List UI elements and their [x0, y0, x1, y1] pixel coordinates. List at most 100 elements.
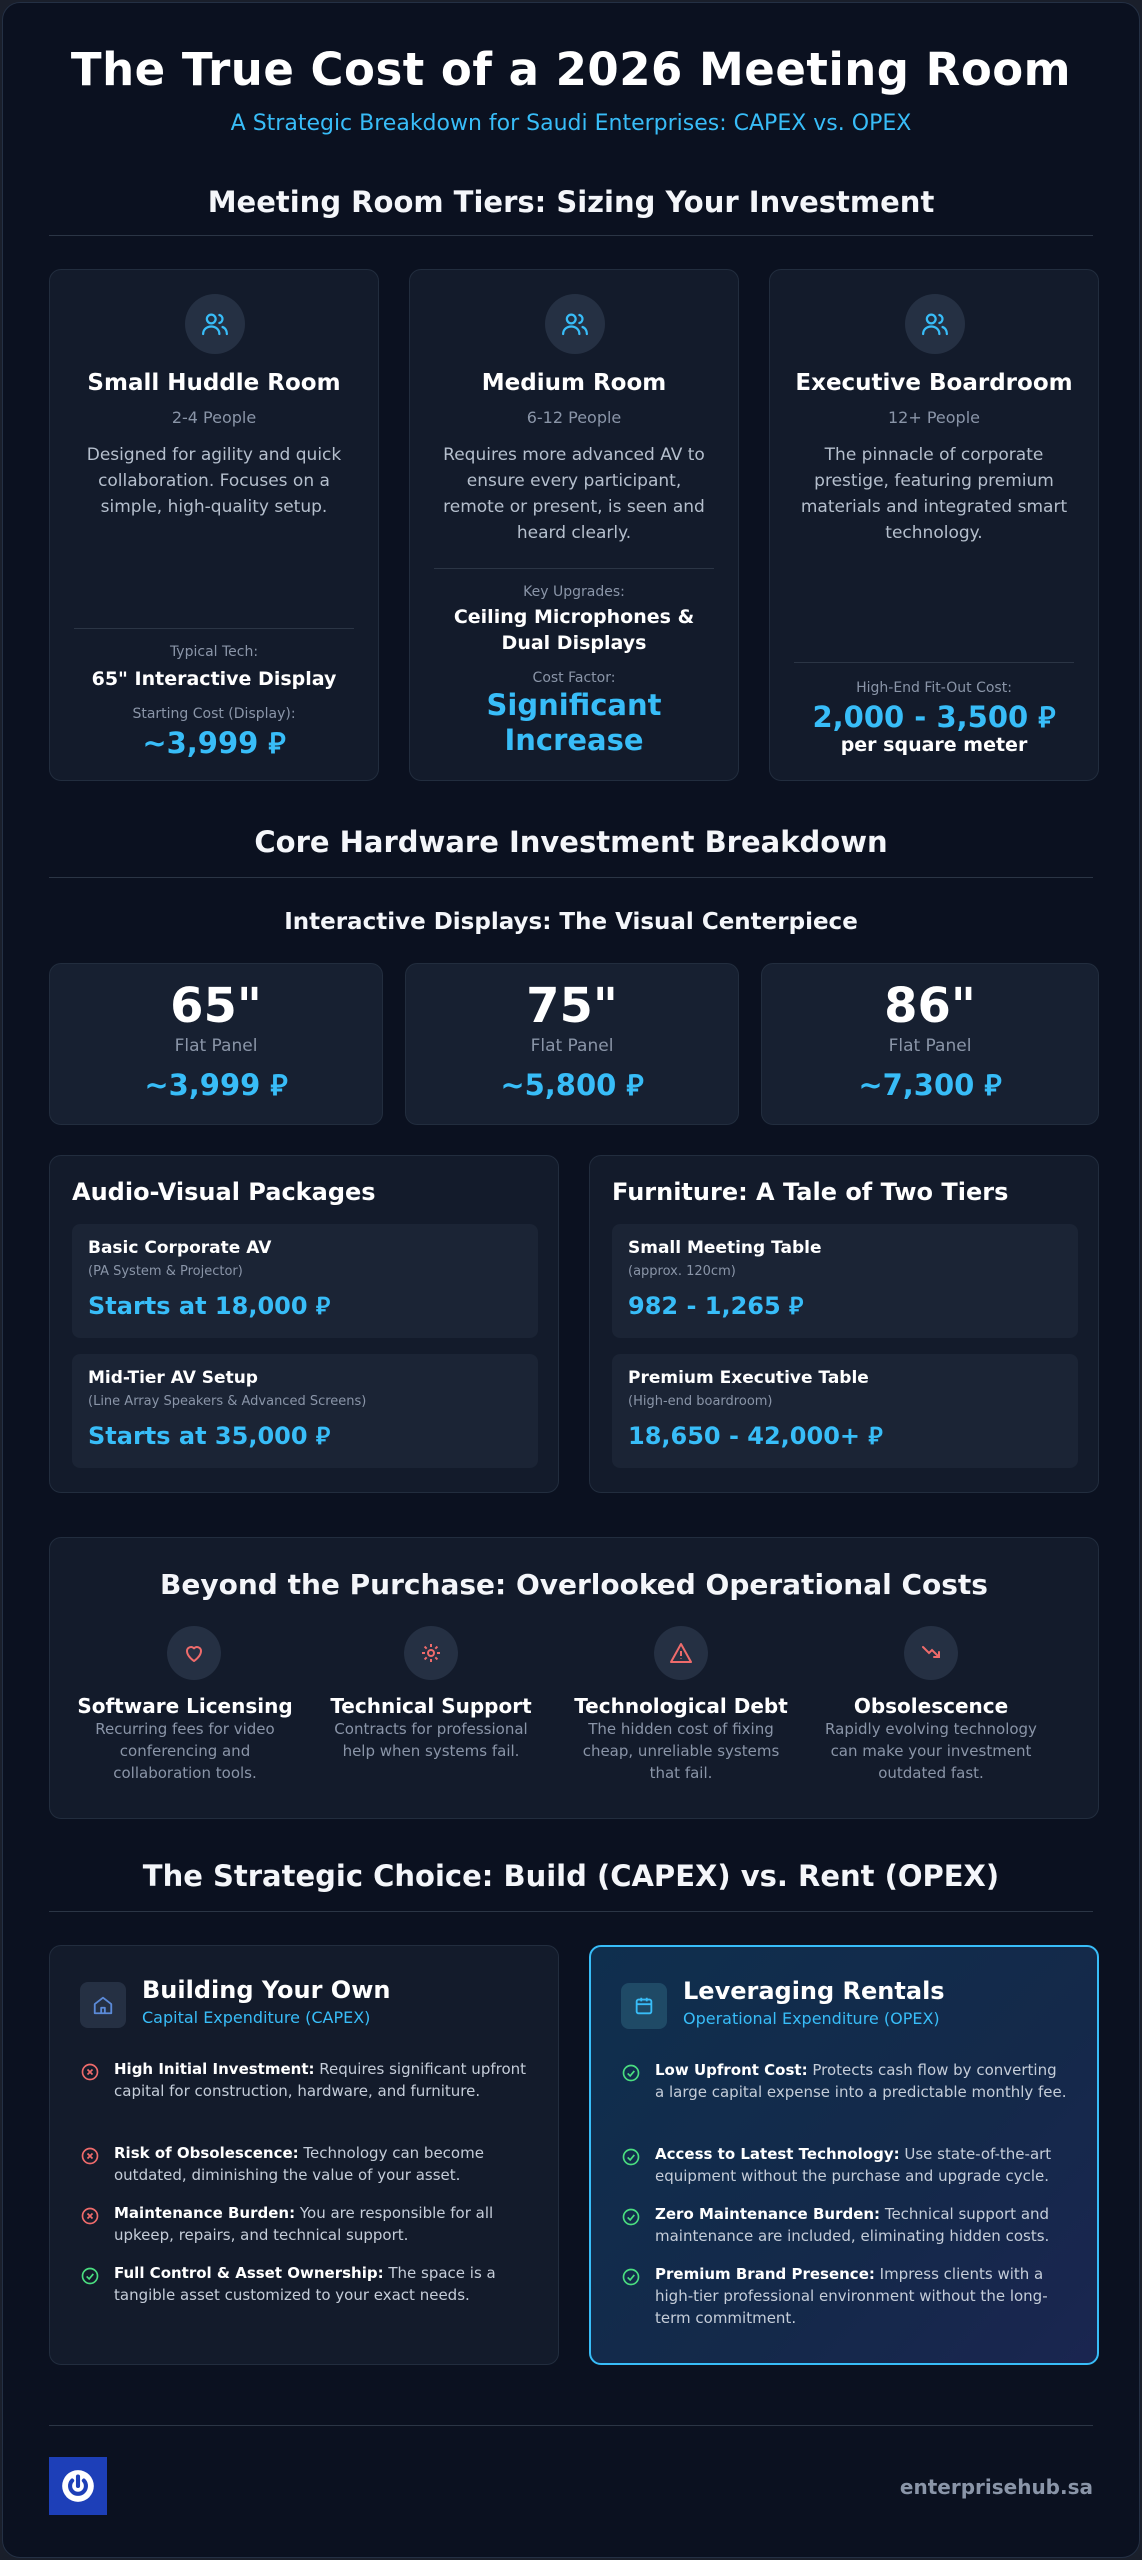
item-text: Technology can become outdated, diminish… — [114, 2144, 484, 2184]
display-price: ~5,800 ⃁ — [500, 1068, 644, 1102]
rent-item: Low Upfront Cost: Protects cash flow by … — [621, 2059, 1069, 2103]
operational-desc: Contracts for professional help when sys… — [334, 1720, 528, 1760]
card-divider — [434, 568, 714, 569]
package-name: Mid-Tier AV Setup — [88, 1368, 258, 1388]
operational-desc: The hidden cost of fixing cheap, unrelia… — [582, 1720, 780, 1782]
upgrades-label: Key Upgrades: — [523, 584, 625, 600]
item-text: Impress clients with a high-tier profess… — [655, 2265, 1048, 2327]
site-link[interactable]: enterprisehub.sa — [899, 2475, 1093, 2499]
power-icon[interactable] — [49, 2457, 107, 2515]
av-title: Audio-Visual Packages — [72, 1178, 376, 1206]
operational-desc: Rapidly evolving technology can make you… — [825, 1720, 1037, 1782]
display-size: 65" — [170, 978, 262, 1034]
display-size: 75" — [526, 978, 618, 1034]
display-price: ~7,300 ⃁ — [858, 1068, 1002, 1102]
cost-value: ~3,999 ⃁ — [142, 726, 286, 760]
hardware-section-title: Core Hardware Investment Breakdown — [254, 825, 888, 859]
fitout-value: 2,000 - 3,500 ⃁ — [812, 700, 1056, 734]
av-package: Basic Corporate AV (PA System & Projecto… — [72, 1224, 538, 1338]
package-name: Basic Corporate AV — [88, 1238, 272, 1258]
tier-name: Small Huddle Room — [87, 370, 341, 396]
fitout-unit: per square meter — [840, 734, 1028, 756]
operational-item: Software Licensing Recurring fees for vi… — [50, 1538, 300, 1818]
x-circle-icon — [80, 2062, 100, 2088]
item-bold: Maintenance Burden: — [114, 2204, 296, 2222]
heart-icon — [167, 1626, 221, 1680]
x-circle-icon — [80, 2206, 100, 2232]
build-subtitle: Capital Expenditure (CAPEX) — [142, 2008, 371, 2027]
operational-title: Beyond the Purchase: Overlooked Operatio… — [160, 1568, 988, 1601]
display-type: Flat Panel — [888, 1036, 972, 1056]
check-circle-icon — [621, 2267, 641, 2293]
operational-desc: Recurring fees for video conferencing an… — [95, 1720, 275, 1782]
display-size: 86" — [884, 978, 976, 1034]
item-text: You are responsible for all upkeep, repa… — [114, 2204, 494, 2244]
operational-name: Technological Debt — [574, 1694, 788, 1718]
cost-factor-value: Significant Increase — [486, 688, 662, 757]
furniture-note: (High-end boardroom) — [628, 1394, 773, 1409]
operational-name: Software Licensing — [77, 1694, 293, 1718]
tier-name: Medium Room — [481, 370, 667, 396]
av-package: Mid-Tier AV Setup (Line Array Speakers &… — [72, 1354, 538, 1468]
page-subtitle: A Strategic Breakdown for Saudi Enterpri… — [230, 111, 912, 136]
footer-divider — [49, 2425, 1093, 2426]
operational-name: Obsolescence — [853, 1694, 1009, 1718]
operational-item: Technological Debt The hidden cost of fi… — [556, 1538, 806, 1818]
item-bold: Premium Brand Presence: — [655, 2265, 875, 2283]
section-divider — [49, 235, 1093, 236]
display-card: 65" Flat Panel ~3,999 ⃁ — [49, 963, 383, 1125]
package-price: Starts at 18,000 ⃁ — [88, 1292, 331, 1320]
item-bold: Low Upfront Cost: — [655, 2061, 808, 2079]
rent-card: Leveraging Rentals Operational Expenditu… — [589, 1945, 1099, 2365]
rent-item: Premium Brand Presence: Impress clients … — [621, 2263, 1069, 2329]
card-divider — [74, 628, 354, 629]
item-bold: High Initial Investment: — [114, 2060, 315, 2078]
item-bold: Risk of Obsolescence: — [114, 2144, 299, 2162]
tier-card-executive: Executive Boardroom 12+ People The pinna… — [769, 269, 1099, 781]
build-item: Maintenance Burden: You are responsible … — [80, 2202, 530, 2246]
warning-icon — [654, 1626, 708, 1680]
build-item: High Initial Investment: Requires signif… — [80, 2058, 530, 2102]
item-bold: Zero Maintenance Burden: — [655, 2205, 881, 2223]
tier-people: 2-4 People — [171, 408, 257, 427]
furniture-item: Small Meeting Table (approx. 120cm) 982 … — [612, 1224, 1078, 1338]
display-type: Flat Panel — [174, 1036, 258, 1056]
home-icon — [80, 1982, 126, 2028]
tier-card-medium: Medium Room 6-12 People Requires more ad… — [409, 269, 739, 781]
item-text: Protects cash flow by converting a large… — [655, 2061, 1067, 2101]
rent-item: Zero Maintenance Burden: Technical suppo… — [621, 2203, 1069, 2247]
furniture-name: Small Meeting Table — [628, 1238, 822, 1258]
package-note: (Line Array Speakers & Advanced Screens) — [88, 1394, 367, 1409]
av-packages-card: Audio-Visual Packages Basic Corporate AV… — [49, 1155, 559, 1493]
item-bold: Full Control & Asset Ownership: — [114, 2264, 384, 2282]
furniture-item: Premium Executive Table (High-end boardr… — [612, 1354, 1078, 1468]
displays-title: Interactive Displays: The Visual Centerp… — [284, 909, 858, 935]
gear-icon — [404, 1626, 458, 1680]
cost-label: Starting Cost (Display): — [132, 706, 296, 722]
furniture-card: Furniture: A Tale of Two Tiers Small Mee… — [589, 1155, 1099, 1493]
tier-description: Designed for agility and quick collabora… — [86, 445, 342, 517]
build-item: Full Control & Asset Ownership: The spac… — [80, 2262, 530, 2306]
section-divider — [49, 877, 1093, 878]
furniture-price: 982 - 1,265 ⃁ — [628, 1292, 804, 1320]
item-text: Use state-of-the-art equipment without t… — [655, 2145, 1052, 2185]
build-item: Risk of Obsolescence: Technology can bec… — [80, 2142, 530, 2186]
display-type: Flat Panel — [530, 1036, 614, 1056]
x-circle-icon — [80, 2146, 100, 2172]
choice-section-title: The Strategic Choice: Build (CAPEX) vs. … — [142, 1859, 1000, 1893]
rent-item: Access to Latest Technology: Use state-o… — [621, 2143, 1069, 2187]
operational-item: Obsolescence Rapidly evolving technology… — [806, 1538, 1056, 1818]
tier-people: 6-12 People — [526, 408, 622, 427]
furniture-price: 18,650 - 42,000+ ⃁ — [628, 1422, 883, 1450]
rent-title: Leveraging Rentals — [683, 1977, 945, 2005]
package-price: Starts at 35,000 ⃁ — [88, 1422, 331, 1450]
operational-name: Technical Support — [330, 1694, 532, 1718]
item-text: Technical support and maintenance are in… — [655, 2205, 1050, 2245]
users-icon — [185, 294, 245, 354]
operational-item: Technical Support Contracts for professi… — [306, 1538, 556, 1818]
check-circle-icon — [80, 2266, 100, 2292]
package-note: (PA System & Projector) — [88, 1264, 243, 1279]
build-title: Building Your Own — [142, 1976, 391, 2004]
furniture-title: Furniture: A Tale of Two Tiers — [612, 1178, 1009, 1206]
